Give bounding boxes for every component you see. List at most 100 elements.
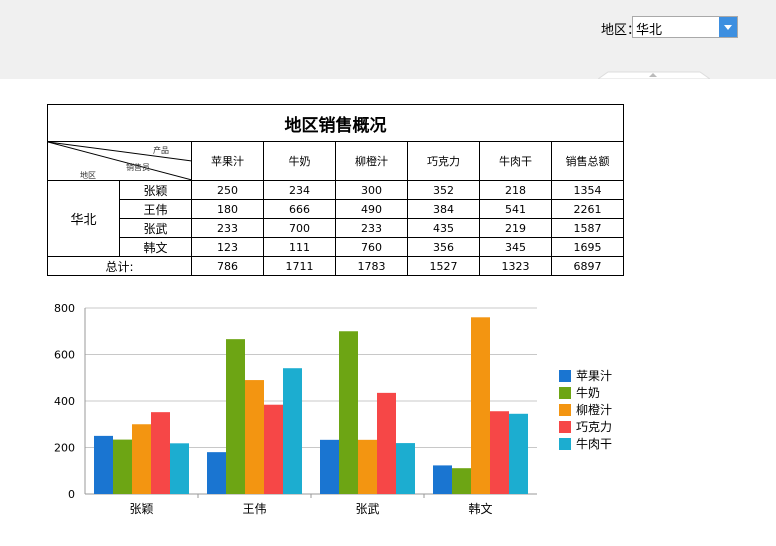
bar[interactable]	[94, 435, 113, 494]
bar[interactable]	[471, 317, 490, 494]
legend-label: 苹果汁	[576, 369, 613, 383]
region-cell: 华北	[47, 180, 120, 257]
salesperson-cell: 王伟	[119, 199, 192, 219]
total-cell: 1527	[407, 256, 480, 276]
bar[interactable]	[283, 368, 302, 494]
total-row: 总计: 786 1711 1783 1527 1323 6897	[47, 256, 624, 276]
column-header: 销售总额	[551, 141, 624, 181]
bar[interactable]	[339, 331, 358, 494]
value-cell: 1587	[551, 218, 624, 238]
bar[interactable]	[170, 443, 189, 494]
total-cell: 786	[191, 256, 264, 276]
bar[interactable]	[132, 424, 151, 494]
value-cell: 666	[263, 199, 336, 219]
value-cell: 356	[407, 237, 480, 257]
value-cell: 2261	[551, 199, 624, 219]
column-header: 牛肉干	[479, 141, 552, 181]
total-cell: 1323	[479, 256, 552, 276]
value-cell: 180	[191, 199, 264, 219]
legend-swatch	[559, 369, 571, 382]
bar[interactable]	[264, 404, 283, 494]
bar[interactable]	[452, 468, 471, 494]
salesperson-cell: 张武	[119, 218, 192, 238]
corner-label-region: 地区	[80, 171, 96, 180]
value-cell: 300	[335, 180, 408, 200]
y-tick-label: 0	[68, 488, 75, 501]
legend-item[interactable]: 柳橙汁	[559, 401, 612, 418]
value-cell: 234	[263, 180, 336, 200]
chevron-down-icon[interactable]	[719, 17, 737, 37]
corner-label-product: 产品	[153, 146, 169, 155]
value-cell: 218	[479, 180, 552, 200]
legend-label: 牛奶	[576, 386, 601, 400]
value-cell: 250	[191, 180, 264, 200]
bar[interactable]	[358, 439, 377, 494]
value-cell: 435	[407, 218, 480, 238]
bar[interactable]	[490, 411, 509, 494]
legend-item[interactable]: 苹果汁	[559, 367, 612, 384]
legend-swatch	[559, 437, 571, 450]
salesperson-cell: 张颖	[119, 180, 192, 200]
legend-item[interactable]: 巧克力	[559, 418, 612, 435]
value-cell: 384	[407, 199, 480, 219]
report-title: 地区销售概况	[47, 104, 624, 142]
total-cell: 1783	[335, 256, 408, 276]
sales-bar-chart: 0 200 400 600 800 张颖 王伟 张武 韩文	[54, 302, 537, 516]
y-tick-label: 800	[54, 302, 75, 315]
x-tick-label: 韩文	[468, 501, 492, 516]
region-select[interactable]: 华北	[632, 16, 738, 38]
salesperson-cell: 韩文	[119, 237, 192, 257]
collapse-tab-icon[interactable]	[598, 71, 710, 79]
filter-bar: 地区： 华北	[0, 0, 776, 79]
x-tick-label: 王伟	[242, 502, 266, 516]
value-cell: 111	[263, 237, 336, 257]
value-cell: 352	[407, 180, 480, 200]
value-cell: 1695	[551, 237, 624, 257]
column-header: 柳橙汁	[335, 141, 408, 181]
bar[interactable]	[151, 412, 170, 494]
bar[interactable]	[207, 452, 226, 494]
legend-label: 巧克力	[576, 420, 613, 434]
table-row: 华北 张颖 250 234 300 352 218 1354	[47, 180, 624, 257]
bar[interactable]	[433, 465, 452, 494]
bar[interactable]	[245, 380, 264, 494]
value-cell: 760	[335, 237, 408, 257]
total-label: 总计:	[47, 256, 192, 276]
bar[interactable]	[320, 439, 339, 494]
bar[interactable]	[113, 439, 132, 494]
legend-swatch	[559, 420, 571, 433]
value-cell: 233	[335, 218, 408, 238]
column-header: 牛奶	[263, 141, 336, 181]
legend-swatch	[559, 386, 571, 399]
legend-label: 牛肉干	[576, 437, 613, 451]
column-header: 巧克力	[407, 141, 480, 181]
total-cell: 6897	[551, 256, 624, 276]
value-cell: 123	[191, 237, 264, 257]
table-row: 张武 233 700 233 435 219 1587	[48, 218, 624, 238]
bar[interactable]	[377, 392, 396, 494]
value-cell: 1354	[551, 180, 624, 200]
value-cell: 233	[191, 218, 264, 238]
value-cell: 345	[479, 237, 552, 257]
table-row: 韩文 123 111 760 356 345 1695	[48, 237, 624, 257]
value-cell: 700	[263, 218, 336, 238]
x-tick-label: 张武	[355, 502, 379, 516]
table-row: 王伟 180 666 490 384 541 2261	[48, 199, 624, 219]
legend-swatch	[559, 403, 571, 416]
sales-report-table: 地区销售概况 产品 销售员 地区 苹果汁 牛奶 柳橙汁 巧克力 牛肉干 销售总额…	[47, 104, 624, 276]
column-header: 苹果汁	[191, 141, 264, 181]
corner-label-salesperson: 销售员	[126, 163, 150, 172]
legend-item[interactable]: 牛奶	[559, 384, 612, 401]
legend-item[interactable]: 牛肉干	[559, 435, 612, 452]
value-cell: 490	[335, 199, 408, 219]
corner-header: 产品 销售员 地区	[47, 141, 192, 181]
chart-legend: 苹果汁 牛奶 柳橙汁 巧克力 牛肉干	[559, 367, 612, 452]
bar[interactable]	[226, 339, 245, 494]
bar[interactable]	[396, 443, 415, 494]
legend-label: 柳橙汁	[576, 403, 613, 417]
total-cell: 1711	[263, 256, 336, 276]
bar[interactable]	[509, 413, 528, 494]
region-filter-label: 地区：	[601, 23, 641, 38]
y-tick-label: 600	[54, 349, 75, 362]
corner-diagonal-lines	[48, 142, 192, 180]
